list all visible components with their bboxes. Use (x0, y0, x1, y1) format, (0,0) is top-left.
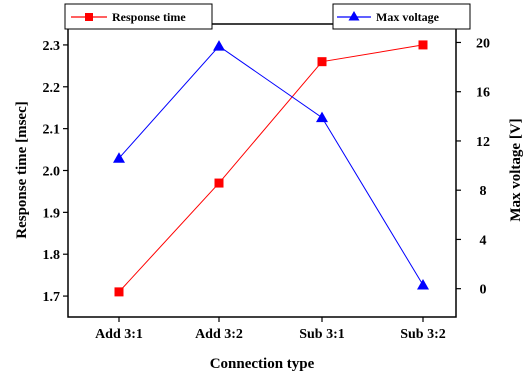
series-layer (113, 40, 429, 297)
y-left-tick-label: 1.8 (43, 248, 61, 263)
y-right-tick-label: 4 (480, 233, 487, 248)
y-left-tick-label: 1.7 (43, 290, 61, 305)
y-left-tick-label: 2.1 (43, 123, 61, 138)
y-right-tick-label: 16 (476, 86, 490, 101)
y-right-tick-label: 20 (476, 36, 490, 51)
legend-marker-response-time (85, 13, 93, 21)
y-axis-left-title: Response time [msec] (14, 101, 30, 238)
data-point-max-voltage (417, 278, 429, 290)
series-line-response-time (118, 44, 424, 293)
data-point-response-time (317, 57, 327, 67)
y-left-tick-label: 2.2 (43, 81, 61, 96)
data-point-response-time (114, 287, 124, 297)
legend-response-time: Response time (64, 3, 213, 30)
x-axis-title: Connection type (210, 356, 315, 372)
x-tick-label: Add 3:1 (95, 327, 143, 342)
axis-ticks: Add 3:1 Add 3:2 Sub 3:1 Sub 3:2 1.7 1.8 1.9 2.0… (43, 36, 491, 342)
data-point-max-voltage (316, 111, 328, 123)
y-left-tick-label: 2.0 (43, 165, 61, 180)
legend-max-voltage: Max voltage (332, 3, 471, 30)
series-line-max-voltage (118, 45, 424, 286)
x-tick-label: Sub 3:2 (400, 327, 446, 342)
legend-label-max-voltage: Max voltage (376, 10, 440, 24)
data-point-response-time (214, 178, 224, 188)
plot-frame (67, 23, 457, 318)
data-point-max-voltage (113, 152, 125, 163)
y-axis-right-title: Max voltage [V] (508, 118, 524, 221)
y-right-tick-label: 12 (476, 135, 490, 150)
y-right-tick-label: 8 (480, 184, 487, 199)
data-point-response-time (418, 40, 428, 50)
y-left-tick-label: 2.3 (43, 39, 61, 54)
legend-marker-max-voltage (348, 11, 360, 21)
y-left-tick-label: 1.9 (43, 206, 61, 221)
data-point-max-voltage (213, 40, 225, 51)
x-tick-label: Sub 3:1 (299, 327, 345, 342)
y-right-tick-label: 0 (480, 283, 487, 298)
legend-label-response-time: Response time (112, 10, 186, 24)
x-tick-label: Add 3:2 (195, 327, 243, 342)
